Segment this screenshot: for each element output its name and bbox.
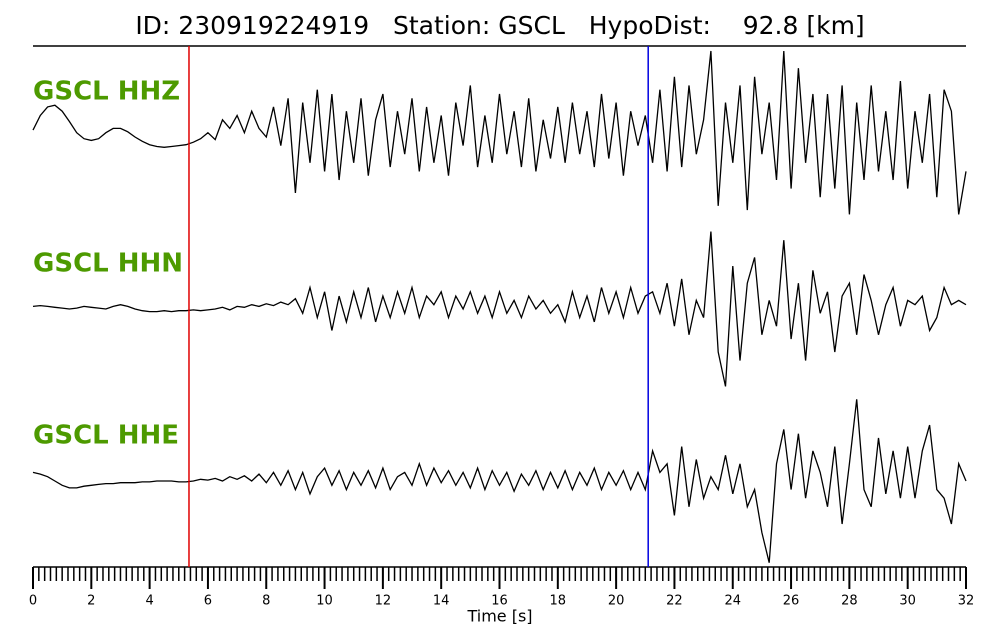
x-tick-label: 22 xyxy=(666,594,683,609)
x-tick-label: 30 xyxy=(899,594,916,609)
x-tick-label: 26 xyxy=(783,594,800,609)
x-tick-label: 10 xyxy=(316,594,333,609)
x-axis-label: Time [s] xyxy=(466,607,532,626)
x-tick-label: 2 xyxy=(87,594,95,609)
x-tick-label: 14 xyxy=(433,594,450,609)
trace-label: GSCL HHN xyxy=(33,249,183,279)
trace xyxy=(32,50,967,215)
x-tick-label: 0 xyxy=(29,594,37,609)
chart-title: ID: 230919224919 Station: GSCL HypoDist:… xyxy=(135,11,864,40)
x-tick-label: 20 xyxy=(608,594,625,609)
x-tick-label: 4 xyxy=(145,594,153,609)
x-tick-label: 28 xyxy=(841,594,858,609)
x-tick-label: 32 xyxy=(958,594,975,609)
trace-label: GSCL HHE xyxy=(33,421,179,451)
x-tick-label: 18 xyxy=(550,594,567,609)
trace-label: GSCL HHZ xyxy=(33,77,180,107)
x-tick-label: 16 xyxy=(491,594,508,609)
x-tick-label: 8 xyxy=(262,594,270,609)
x-tick-label: 12 xyxy=(375,594,392,609)
x-tick-label: 24 xyxy=(724,594,741,609)
x-tick-label: 6 xyxy=(204,594,212,609)
